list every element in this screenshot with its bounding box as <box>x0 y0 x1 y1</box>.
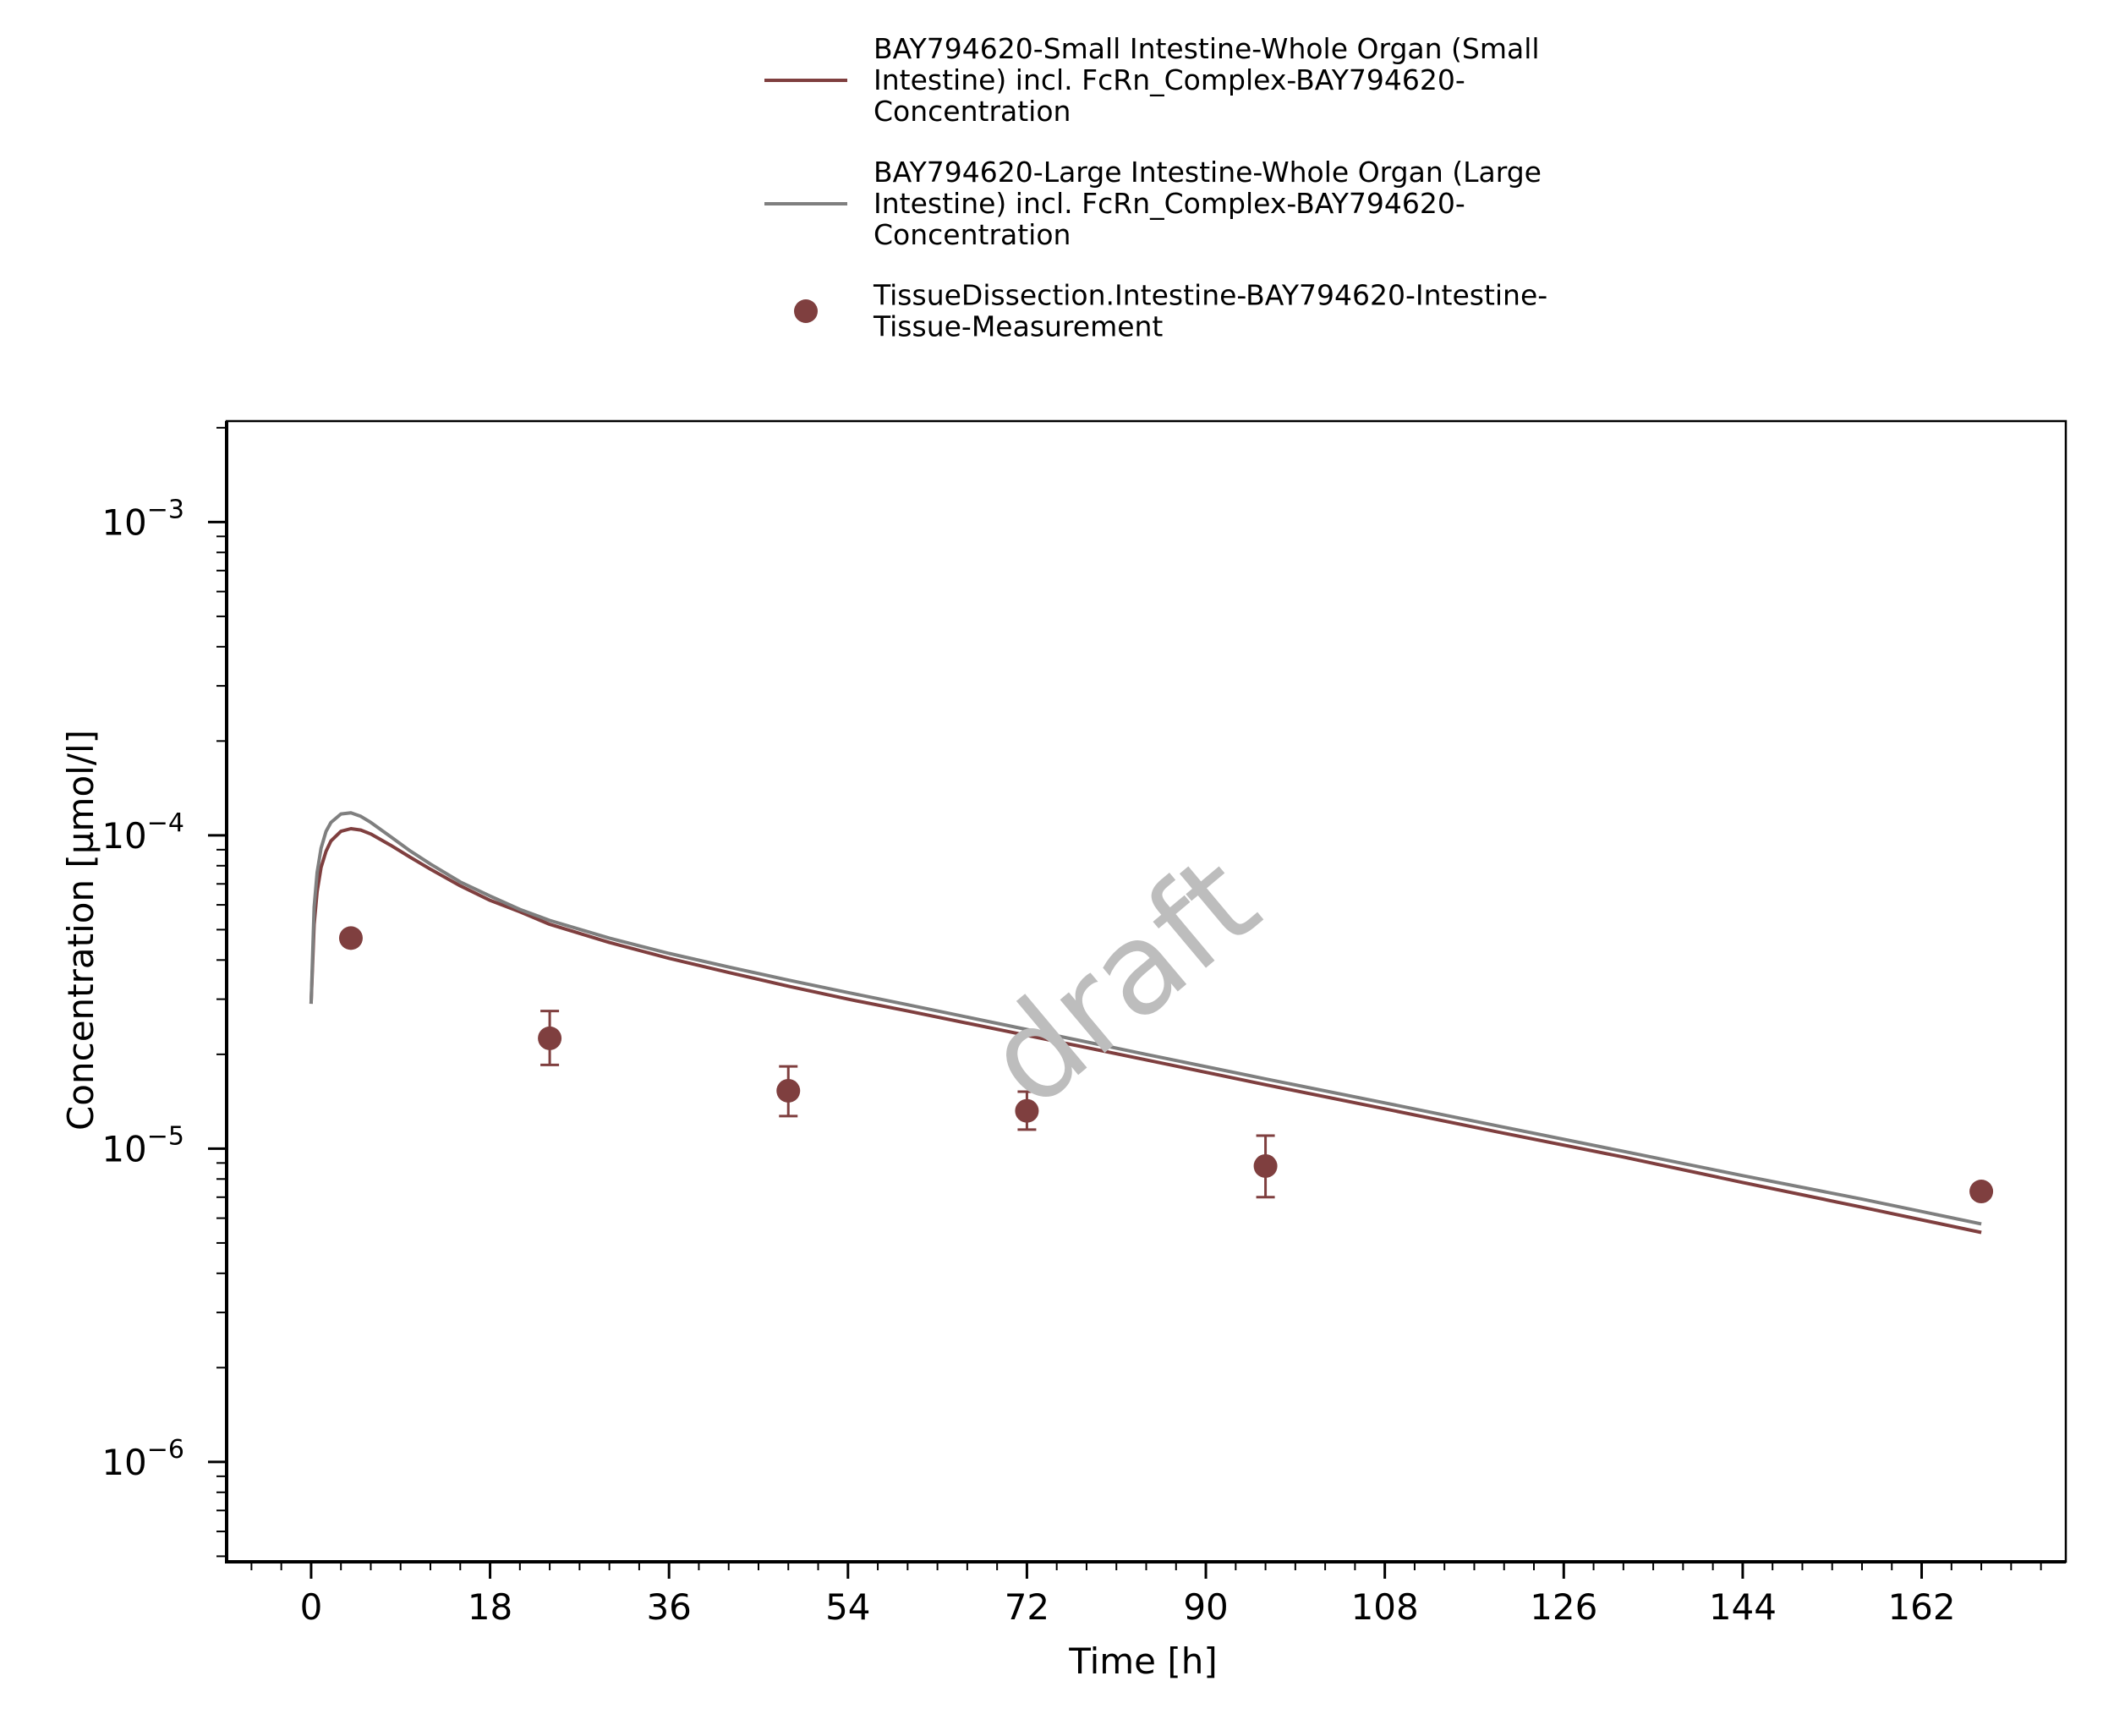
measurement-point <box>1969 1180 1994 1204</box>
legend-label: Concentration <box>874 218 1071 251</box>
legend-label: Concentration <box>874 95 1071 128</box>
x-tick-label: 54 <box>825 1586 870 1628</box>
legend-label: BAY794620-Small Intestine-Whole Organ (S… <box>874 32 1540 65</box>
series-large-intestine-line <box>309 811 1982 1226</box>
legend-item: BAY794620-Small Intestine-Whole Organ (S… <box>764 32 1540 128</box>
y-tick-label: 10−4 <box>101 808 184 857</box>
y-axis-label: Concentration [µmol/l] <box>60 730 101 1131</box>
measurement-point <box>1015 1098 1039 1123</box>
legend-item: BAY794620-Large Intestine-Whole Organ (L… <box>764 156 1542 251</box>
x-tick-label: 0 <box>300 1586 323 1628</box>
legend-label: Tissue-Measurement <box>873 310 1163 343</box>
y-tick-label: 10−3 <box>101 495 184 543</box>
x-tick-label: 18 <box>468 1586 512 1628</box>
series-small-intestine-line <box>309 827 1982 1235</box>
legend-label: Intestine) incl. FcRn_Complex-BAY794620- <box>874 63 1465 96</box>
x-tick-label: 108 <box>1351 1586 1419 1628</box>
x-tick-label: 126 <box>1530 1586 1597 1628</box>
legend-label: BAY794620-Large Intestine-Whole Organ (L… <box>874 156 1542 189</box>
chart-legend: BAY794620-Small Intestine-Whole Organ (S… <box>764 32 1547 343</box>
legend-label: Intestine) incl. FcRn_Complex-BAY794620- <box>874 187 1465 220</box>
x-tick-label: 144 <box>1709 1586 1777 1628</box>
x-tick-label: 36 <box>646 1586 691 1628</box>
measurement-point <box>776 1078 801 1103</box>
measurement-point <box>338 926 363 950</box>
measurement-point <box>1253 1153 1278 1178</box>
legend-marker-swatch <box>794 299 818 323</box>
y-tick-label: 10−6 <box>101 1435 184 1483</box>
legend-label: TissueDissection.Intestine-BAY794620-Int… <box>873 279 1547 312</box>
legend-item: TissueDissection.Intestine-BAY794620-Int… <box>794 279 1547 343</box>
x-axis-label: Time [h] <box>1068 1640 1218 1682</box>
y-tick-label: 10−5 <box>101 1121 184 1169</box>
plot-area: 0 18 36 54 72 90 108 126 144 162 10−6 10−5 10−4 10−3 d… <box>101 419 2067 1628</box>
watermark-text: draft <box>959 828 1285 1135</box>
x-tick-label: 72 <box>1005 1586 1049 1628</box>
measurement-point <box>538 1026 562 1050</box>
x-tick-label: 162 <box>1887 1586 1955 1628</box>
x-tick-label: 90 <box>1183 1586 1228 1628</box>
